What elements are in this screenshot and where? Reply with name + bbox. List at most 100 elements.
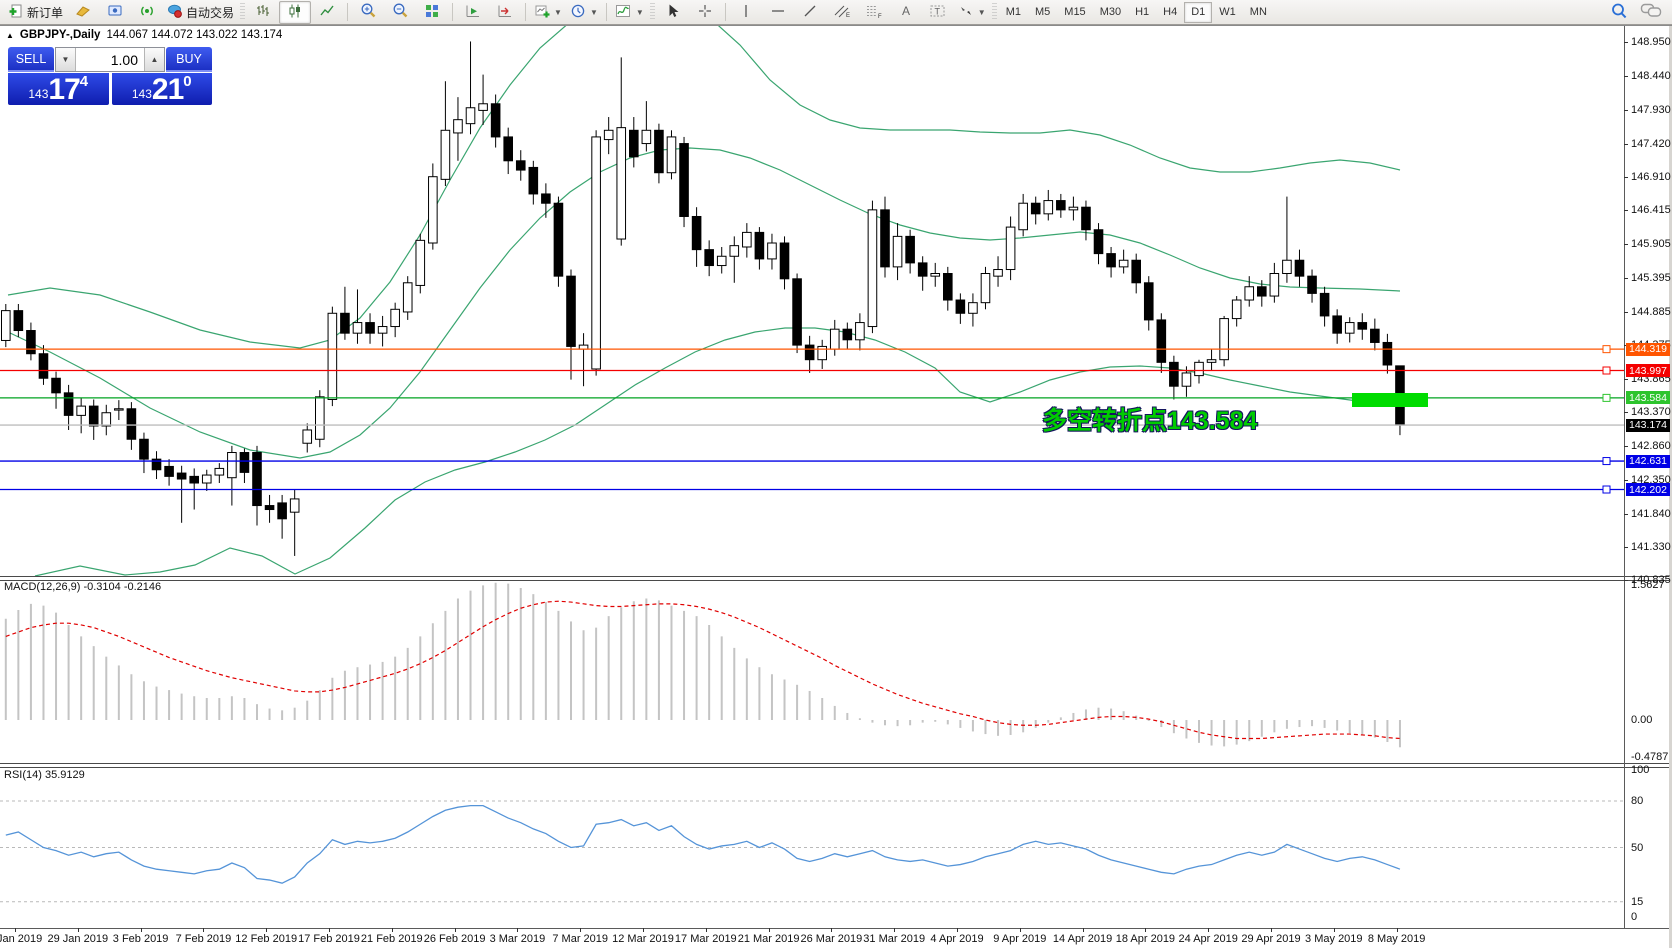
candlestick-chart-button[interactable] xyxy=(279,0,312,24)
date-axis-label: 3 May 2019 xyxy=(1305,933,1363,945)
candle-body xyxy=(955,299,966,314)
candle-body xyxy=(679,143,689,217)
buy-price-display[interactable]: 143 21 0 xyxy=(111,73,212,105)
new-order-button[interactable]: 新订单 xyxy=(4,1,67,24)
new-chart-button[interactable]: ▼ xyxy=(530,1,566,24)
chat-icon[interactable] xyxy=(1640,2,1662,22)
terminal-button[interactable] xyxy=(99,1,131,24)
signals-button[interactable] xyxy=(131,1,163,24)
buy-price-point: 0 xyxy=(183,73,192,90)
styles-button[interactable] xyxy=(67,1,99,24)
candle-body xyxy=(716,255,727,267)
main-chart-canvas[interactable] xyxy=(0,26,1624,576)
price-axis-label: 145.395 xyxy=(1631,271,1671,284)
pane-splitter-macd[interactable] xyxy=(0,576,1672,581)
equidistant-channel-button[interactable]: E xyxy=(826,1,858,24)
vertical-line-button[interactable] xyxy=(730,1,762,24)
bar-chart-button[interactable] xyxy=(247,1,279,24)
zoom-in-button[interactable] xyxy=(352,1,384,24)
chart-shift-button[interactable] xyxy=(489,1,521,24)
date-axis-label: 14 Apr 2019 xyxy=(1052,933,1113,945)
sell-price-point: 4 xyxy=(79,73,89,90)
bollinger-upper-band xyxy=(7,26,1401,349)
volume-decrease-button[interactable]: ▼ xyxy=(56,48,76,71)
candle-body xyxy=(1181,372,1192,387)
fibonacci-button[interactable]: F xyxy=(858,1,890,24)
buy-button[interactable]: BUY xyxy=(166,47,212,72)
profiles-button[interactable]: ▼ xyxy=(566,1,602,24)
candle-body xyxy=(930,273,941,277)
candle-body xyxy=(365,322,375,334)
candle-body xyxy=(591,136,601,370)
date-axis-label: 26 Feb 2019 xyxy=(423,933,486,945)
timeframe-d1-button[interactable]: D1 xyxy=(1184,1,1213,23)
trendline-button[interactable] xyxy=(794,1,826,24)
cursor-button[interactable] xyxy=(657,1,689,24)
candle-body xyxy=(1319,292,1330,317)
candle-body xyxy=(164,465,174,477)
auto-scroll-button[interactable] xyxy=(457,1,489,24)
text-label-button[interactable]: T xyxy=(922,1,954,24)
level-price-tag: 142.202 xyxy=(1626,483,1670,496)
candle-body xyxy=(1106,253,1116,268)
text-button[interactable]: A xyxy=(890,1,922,24)
sell-button[interactable]: SELL xyxy=(8,47,54,72)
volume-stepper: ▼ 1.00 ▲ xyxy=(55,47,165,72)
candle-body xyxy=(541,193,551,204)
candle-body xyxy=(490,103,501,138)
toolbar-separator xyxy=(724,3,726,21)
chart-annotation-text[interactable]: 多空转折点143.584 xyxy=(1042,407,1258,435)
chart-shift-icon xyxy=(497,3,513,22)
date-axis-tick xyxy=(643,928,644,932)
horizontal-line-button[interactable] xyxy=(762,1,794,24)
arrows-icon xyxy=(958,3,974,22)
candle-body xyxy=(1357,322,1368,330)
timeframe-m30-button[interactable]: M30 xyxy=(1099,6,1122,18)
tile-windows-button[interactable] xyxy=(416,1,448,24)
macd-p canvas[interactable] xyxy=(0,579,1624,763)
rsi-axis-label: 50 xyxy=(1631,841,1644,854)
search-icon[interactable] xyxy=(1610,2,1628,23)
crosshair-button[interactable] xyxy=(689,1,721,24)
date-axis-tick xyxy=(1082,928,1084,932)
candle-body xyxy=(603,129,614,141)
price-axis-label: 146.910 xyxy=(1631,171,1671,184)
price-axis-border xyxy=(1624,26,1625,928)
candle-body xyxy=(126,408,137,440)
highlight-rectangle[interactable] xyxy=(1352,393,1428,407)
price-axis-tick xyxy=(1624,177,1628,179)
rsi-canvas[interactable] xyxy=(0,767,1624,927)
candle-body xyxy=(377,326,388,334)
volume-input[interactable]: 1.00 xyxy=(110,51,138,68)
auto-trading-icon xyxy=(167,3,183,22)
indicators-button[interactable]: ▼ xyxy=(611,1,648,24)
timeframe-w1-button[interactable]: W1 xyxy=(1219,6,1236,18)
collapse-triangle-icon[interactable]: ▲ xyxy=(6,30,14,40)
price-axis-label: 147.420 xyxy=(1631,137,1671,150)
volume-increase-button[interactable]: ▲ xyxy=(144,48,164,71)
auto-trading-button[interactable]: 自动交易 xyxy=(163,1,238,24)
zoom-out-button[interactable] xyxy=(384,1,416,24)
timeframe-m15-button[interactable]: M15 xyxy=(1064,6,1086,18)
arrows-button[interactable]: ▼ xyxy=(954,1,990,24)
timeframe-mn-button[interactable]: MN xyxy=(1249,6,1267,18)
line-chart-button[interactable] xyxy=(311,1,343,24)
date-axis-label: 29 Jan 2019 xyxy=(47,933,109,945)
price-axis-tick xyxy=(1624,379,1628,381)
date-axis-label: 8 May 2019 xyxy=(1367,933,1426,945)
crosshair-icon xyxy=(697,3,713,22)
zoom-out-icon xyxy=(392,2,409,22)
price-axis-tick xyxy=(1624,311,1628,313)
candle-body xyxy=(666,136,677,174)
pane-splitter-rsi[interactable] xyxy=(0,763,1672,768)
svg-text:T: T xyxy=(934,6,940,16)
timeframe-h1-button[interactable]: H1 xyxy=(1135,6,1150,18)
timeframe-m5-button[interactable]: M5 xyxy=(1035,6,1051,18)
rsi-axis-label: 100 xyxy=(1631,764,1650,776)
date-axis-tick xyxy=(705,928,707,932)
candle-body xyxy=(1344,322,1355,334)
timeframe-m1-button[interactable]: M1 xyxy=(1005,6,1021,18)
sell-price-display[interactable]: 143 17 4 xyxy=(8,73,109,105)
timeframe-h4-button[interactable]: H4 xyxy=(1163,6,1178,18)
candle-body xyxy=(1143,282,1154,321)
